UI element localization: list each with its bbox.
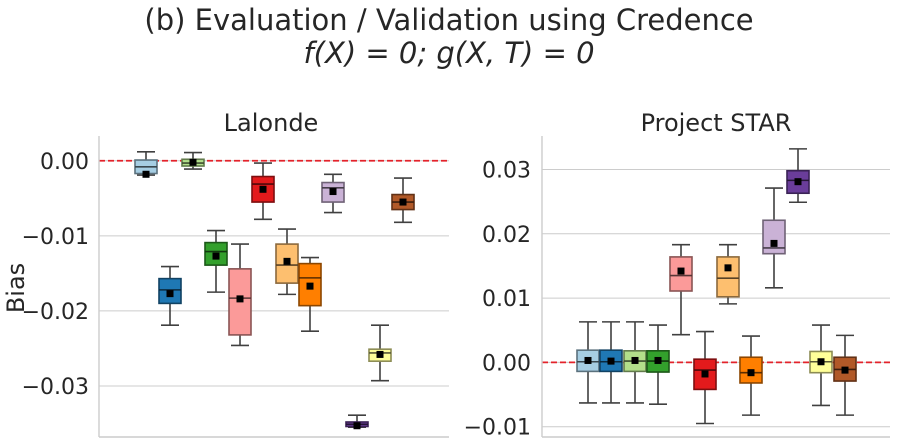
box-mean-marker (212, 252, 220, 260)
star-box-8 (739, 335, 763, 416)
panel-project-star: 0.03 0.02 0.01 0.00 −0.01 Project STAR (464, 109, 890, 441)
box-mean-marker (236, 295, 244, 303)
box-mean-marker (166, 290, 174, 298)
box-mean-marker (607, 357, 615, 365)
star-y-tick-label: 0.03 (482, 158, 531, 183)
star-box-12 (833, 334, 857, 416)
box-mean-marker (747, 369, 755, 377)
box-mean-marker (724, 264, 732, 272)
star-panel-title: Project STAR (641, 109, 792, 137)
lalonde-box-7 (275, 228, 299, 296)
figure-title-line-2: f(X) = 0; g(X, T) = 0 (303, 36, 594, 70)
lalonde-y-axis-label: Bias (2, 263, 30, 313)
box-mean-marker (259, 185, 267, 193)
star-box-9 (762, 187, 786, 289)
box-mean-marker (841, 366, 849, 374)
box-iqr (762, 219, 786, 255)
lalonde-box-12 (391, 177, 415, 224)
box-mean-marker (631, 356, 639, 364)
star-box-5 (669, 243, 693, 336)
box-mean-marker (329, 188, 337, 196)
lalonde-box-2 (158, 265, 182, 326)
figure-title-line-1: (b) Evaluation / Validation using Creden… (144, 3, 753, 37)
box-mean-marker (376, 350, 384, 358)
box-mean-marker (794, 178, 802, 186)
box-mean-marker (584, 356, 592, 364)
star-box-10 (786, 148, 810, 204)
star-box-7 (716, 243, 740, 305)
star-y-tick-label: 0.02 (482, 223, 531, 248)
star-y-ticks: 0.03 0.02 0.01 0.00 −0.01 (464, 158, 531, 440)
box-mean-marker (701, 370, 709, 378)
box-mean-marker (654, 356, 662, 364)
star-box-2 (599, 321, 623, 404)
lalonde-y-tick-label: 0.00 (40, 150, 89, 175)
lalonde-panel-title: Lalonde (224, 109, 319, 137)
lalonde-box-11 (368, 324, 392, 382)
box-mean-marker (677, 267, 685, 275)
lalonde-box-6 (251, 162, 275, 221)
star-y-tick-label: 0.01 (482, 287, 531, 312)
star-box-1 (576, 321, 600, 404)
lalonde-box-1 (134, 150, 158, 178)
star-boxes (576, 148, 857, 425)
box-mean-marker (142, 170, 150, 178)
star-box-4 (646, 324, 670, 405)
box-mean-marker (189, 158, 197, 166)
lalonde-box-5 (228, 243, 252, 347)
box-mean-marker (770, 239, 778, 247)
star-axes (541, 136, 890, 438)
lalonde-box-9 (321, 173, 345, 214)
lalonde-y-tick-label: −0.03 (22, 375, 89, 400)
star-box-6 (693, 330, 717, 425)
lalonde-y-tick-label: −0.02 (22, 300, 89, 325)
lalonde-box-8 (298, 256, 322, 332)
lalonde-box-10 (345, 414, 369, 430)
box-mean-marker (306, 282, 314, 290)
box-mean-marker (283, 257, 291, 265)
star-y-tick-label: 0.00 (482, 351, 531, 376)
box-mean-marker (353, 422, 361, 430)
box-iqr (716, 256, 740, 298)
star-y-tick-label: −0.01 (464, 416, 531, 441)
lalonde-box-4 (204, 229, 228, 293)
star-box-11 (809, 324, 833, 407)
panel-lalonde: 0.00 −0.01 −0.02 −0.03 Lalonde Bias (2, 109, 449, 438)
star-box-3 (623, 321, 647, 404)
lalonde-axes (98, 136, 449, 438)
box-mean-marker (399, 198, 407, 206)
box-mean-marker (817, 358, 825, 366)
lalonde-y-ticks: 0.00 −0.01 −0.02 −0.03 (22, 150, 89, 400)
lalonde-boxes (134, 150, 415, 430)
lalonde-y-tick-label: −0.01 (22, 225, 89, 250)
lalonde-box-3 (181, 151, 205, 170)
